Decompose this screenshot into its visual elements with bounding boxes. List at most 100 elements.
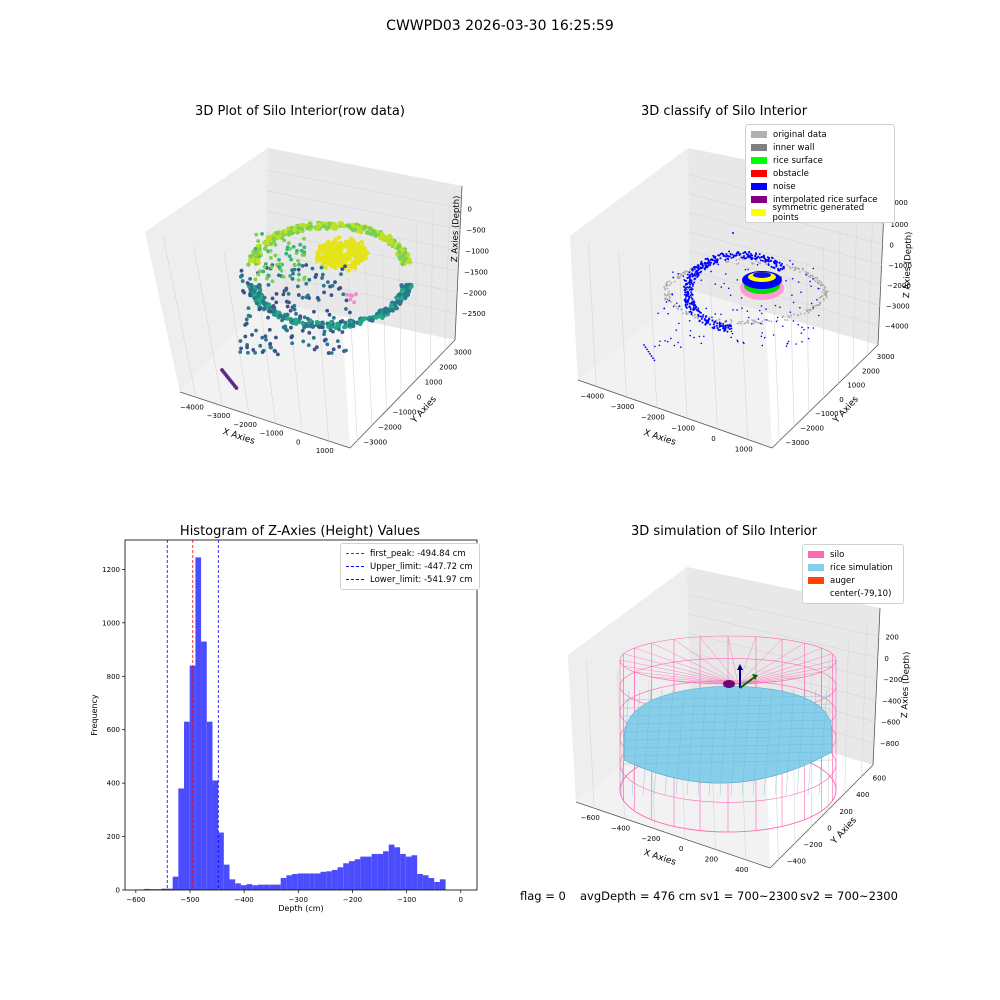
noise-point: [676, 302, 678, 304]
footer-avg-depth: avgDepth = 476 cm: [580, 889, 697, 903]
noise-point: [740, 297, 743, 299]
original-point: [677, 308, 679, 311]
noise-point: [704, 265, 707, 268]
data-point: [239, 268, 244, 273]
noise-cluster: [753, 272, 771, 278]
histogram-bar: [246, 884, 253, 890]
data-point: [399, 284, 405, 289]
original-point: [694, 313, 696, 316]
x-tick-label: 1000: [735, 446, 753, 454]
silo-wire: [737, 653, 833, 685]
histogram-bar: [161, 888, 167, 890]
noise-point: [760, 305, 763, 307]
y-tick-label: 1000: [847, 382, 865, 390]
original-point: [823, 288, 826, 291]
data-point: [246, 262, 251, 267]
legend-entry: original data: [751, 128, 889, 141]
histogram-bar: [348, 861, 355, 890]
data-point: [245, 345, 249, 350]
noise-point: [791, 277, 794, 280]
y-tick-label: 3000: [877, 353, 895, 361]
z-tick-label: −2000: [463, 289, 487, 297]
original-point: [793, 313, 796, 316]
data-point: [287, 232, 291, 237]
legend-swatch: [346, 553, 364, 554]
z-tick-label: −400: [882, 697, 901, 705]
data-point: [298, 314, 303, 319]
y-tick-label: 400: [856, 791, 869, 799]
data-point: [307, 330, 312, 335]
rice-mesh: [686, 689, 696, 796]
x-tick-label: 200: [705, 855, 718, 863]
rice-mesh: [623, 735, 833, 741]
data-point: [297, 262, 302, 267]
noise-point: [694, 304, 697, 306]
z-tick-label: 0: [889, 241, 893, 249]
data-point: [304, 281, 309, 286]
noise-point: [690, 272, 693, 275]
noise-point: [727, 325, 729, 327]
noise-point: [688, 295, 691, 298]
y-tick-label: −2000: [800, 425, 824, 433]
data-point: [297, 272, 301, 277]
data-point: [404, 282, 409, 288]
noise-point: [755, 253, 758, 256]
original-point: [798, 268, 801, 271]
noise-point: [677, 272, 680, 275]
noise-point: [704, 319, 707, 322]
data-point: [343, 264, 347, 269]
histogram-bar: [263, 884, 270, 890]
legend-entry: noise: [751, 180, 889, 193]
noise-point: [754, 255, 757, 258]
histogram-bar: [195, 557, 202, 890]
noise-point: [686, 286, 689, 289]
noise-point: [675, 329, 678, 331]
data-point: [268, 241, 274, 247]
noise-point: [696, 270, 699, 273]
noise-point: [689, 283, 692, 286]
noise-point: [759, 259, 762, 262]
data-point: [339, 221, 344, 226]
noise-point: [711, 319, 714, 322]
original-point: [797, 267, 800, 270]
rice-mesh: [752, 689, 762, 796]
original-point: [815, 276, 818, 279]
data-point: [351, 260, 356, 265]
noise-point: [791, 294, 793, 296]
y-tick-label: 400: [107, 780, 120, 788]
data-point: [327, 312, 332, 317]
z-tick-label: −4000: [885, 323, 909, 331]
data-point: [282, 229, 288, 234]
data-point: [368, 317, 373, 323]
noise-point: [812, 277, 814, 280]
data-point: [304, 263, 309, 267]
x-tick-label: −1000: [671, 424, 695, 432]
x-tick-label: −600: [126, 896, 145, 904]
original-point: [807, 275, 810, 278]
data-point: [256, 239, 261, 243]
noise-point: [684, 303, 687, 306]
original-point: [715, 319, 718, 322]
original-point: [818, 280, 821, 283]
noise-point: [690, 302, 693, 305]
data-point: [252, 289, 257, 294]
data-point: [264, 241, 270, 246]
noise-point: [775, 263, 778, 266]
data-point: [333, 244, 338, 249]
data-point: [302, 275, 307, 280]
original-point: [677, 306, 680, 309]
original-point: [807, 309, 810, 311]
z-tick-label: 200: [885, 634, 898, 642]
histogram-bar: [206, 721, 213, 890]
noise-point: [717, 329, 720, 332]
original-point: [801, 268, 804, 271]
data-point: [267, 327, 272, 332]
original-point: [735, 263, 738, 265]
original-point: [825, 292, 827, 295]
grid-line: [688, 212, 883, 266]
noise-point: [767, 260, 770, 263]
noise-point: [693, 265, 696, 268]
data-point: [262, 246, 268, 251]
x-tick-label: −500: [180, 896, 199, 904]
noise-point: [686, 276, 689, 279]
